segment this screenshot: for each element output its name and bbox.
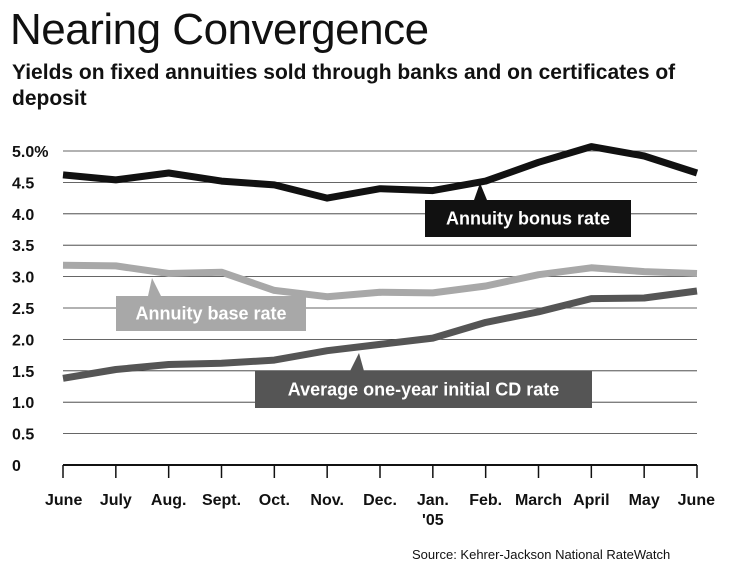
y-tick-label: 0	[12, 458, 21, 475]
x-tick-label: June	[45, 492, 82, 509]
x-tick-label: Jan.	[417, 492, 449, 509]
y-tick-label: 1.0	[12, 395, 34, 412]
x-tick-label: Nov.	[310, 492, 343, 509]
series-label: Annuity base rate	[135, 304, 286, 324]
x-tick-label: July	[100, 492, 132, 509]
series-label: Average one-year initial CD rate	[288, 380, 559, 400]
y-tick-label: 3.0	[12, 270, 34, 287]
gridlines	[63, 150, 697, 435]
source-note: Source: Kehrer-Jackson National RateWatc…	[412, 547, 671, 562]
x-tick-label: March	[515, 492, 562, 509]
callout-box	[255, 371, 592, 408]
y-axis-tick-labels: 0 0.5 1.0 1.5 2.0 2.5 3.0 3.5 4.0 4.5 5.0%	[12, 144, 48, 475]
x-axis-tick-labels: June July Aug. Sept. Oct. Nov. Dec. Jan. '05 Feb.…	[45, 492, 715, 529]
y-tick-label: 2.5	[12, 301, 34, 318]
x-tick-label: May	[629, 492, 660, 509]
y-tick-label: 5.0%	[12, 144, 48, 161]
y-tick-label: 1.5	[12, 364, 34, 381]
series-line-1	[62, 261, 698, 301]
axes	[62, 464, 698, 478]
callout-pointer	[148, 278, 161, 296]
x-tick-label: Aug.	[151, 492, 187, 509]
x-tick-label: Feb.	[469, 492, 502, 509]
series-callouts: Annuity bonus rate Annuity base rate Avera…	[116, 183, 631, 408]
series-label: Annuity bonus rate	[446, 209, 610, 229]
x-tick-label: Dec.	[363, 492, 397, 509]
chart-title: Nearing Convergence	[10, 5, 429, 54]
callout-box	[116, 296, 306, 331]
callout-pointer	[350, 353, 364, 371]
y-tick-label: 3.5	[12, 238, 34, 255]
series-lines	[62, 143, 699, 382]
chart-subtitle: Yields on fixed annuities sold through b…	[12, 61, 676, 110]
x-tick-label: Oct.	[259, 492, 290, 509]
y-tick-label: 0.5	[12, 427, 34, 444]
series-line-2	[62, 287, 698, 382]
callout-pointer	[474, 183, 487, 200]
x-tick-label: June	[678, 492, 715, 509]
x-tick-label: Sept.	[202, 492, 241, 509]
callout-box	[425, 200, 631, 237]
y-tick-label: 4.0	[12, 207, 34, 224]
x-tick-label: April	[573, 492, 609, 509]
series-line-0	[62, 143, 699, 202]
x-tick-label-line2: '05	[422, 512, 444, 529]
y-tick-label: 4.5	[12, 175, 34, 192]
y-tick-label: 2.0	[12, 332, 34, 349]
